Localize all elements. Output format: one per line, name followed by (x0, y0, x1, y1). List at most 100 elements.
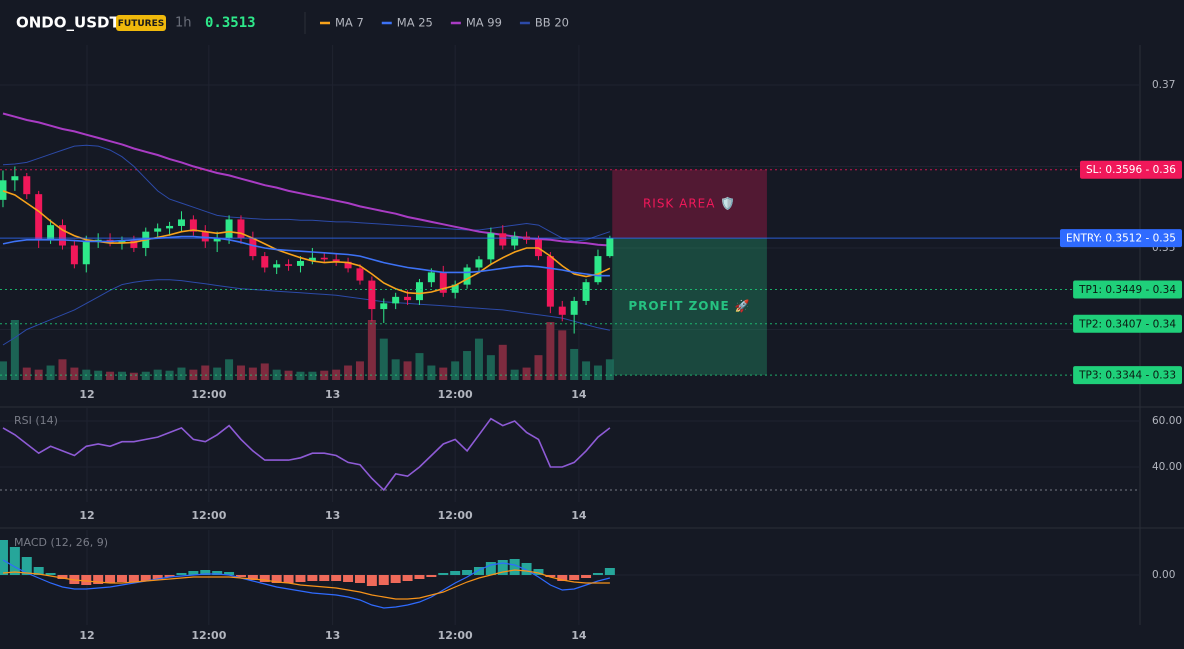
volume-bar (141, 371, 150, 380)
zone-label: PROFIT ZONE 🚀 (628, 299, 751, 313)
volume-bar (439, 367, 448, 380)
volume-bar (427, 365, 436, 380)
volume-bar (0, 361, 7, 380)
legend-label: MA 99 (466, 16, 502, 30)
macd-hist (497, 560, 508, 575)
level-label: ENTRY: 0.3512 - 0.35 (1066, 233, 1176, 245)
candle-body (296, 260, 304, 266)
candle-body (82, 241, 90, 265)
volume-bar (320, 370, 329, 380)
x-tick-label: 13 (325, 388, 340, 401)
macd-hist (164, 575, 175, 577)
volume-bar (284, 370, 293, 380)
candle-body (285, 264, 293, 266)
candle-body (487, 233, 495, 260)
macd-hist (0, 540, 8, 575)
volume-bar (367, 320, 376, 380)
volume-bar (593, 365, 602, 380)
candle-body (201, 231, 209, 242)
volume-bar (165, 370, 174, 380)
macd-hist (235, 575, 246, 577)
volume-bar (510, 369, 519, 380)
volume-bar (415, 353, 424, 380)
candle-body (35, 194, 43, 240)
candle-body (47, 225, 55, 240)
x-tick-label: 12:00 (191, 509, 226, 522)
interval: 1h (175, 16, 192, 31)
level-label-bg (1073, 366, 1182, 385)
candle-body (332, 259, 340, 262)
badge: FUTURES (118, 19, 164, 29)
candle-body (0, 180, 7, 200)
volume-bar (605, 359, 614, 380)
volume-bar (213, 367, 222, 380)
volume-bar (344, 365, 353, 380)
level-label-bg (1059, 229, 1182, 248)
candle-body (594, 256, 602, 283)
x-tick-label: 12:00 (191, 388, 226, 401)
macd-hist (307, 575, 318, 581)
volume-bar (153, 369, 162, 380)
volume-bar (451, 361, 460, 380)
ma-line (2, 112, 610, 247)
symbol: ONDO_USDT (16, 14, 120, 32)
zone-label: RISK AREA 🛡️ (643, 196, 736, 210)
x-tick-label: 12 (79, 388, 94, 401)
volume-bar (117, 371, 126, 380)
candle-body (356, 268, 364, 281)
macd-hist (212, 571, 223, 575)
volume-bar (10, 320, 19, 380)
macd-hist (9, 547, 20, 575)
candle-body (58, 225, 66, 246)
macd-hist (247, 575, 258, 580)
volume-bar (570, 348, 579, 380)
x-tick-label: 14 (571, 629, 587, 642)
macd-hist (414, 575, 425, 579)
macd-hist (188, 571, 199, 575)
macd-hist (604, 568, 615, 575)
volume-bar (177, 367, 186, 380)
macd-hist (557, 575, 568, 581)
candle-body (11, 176, 19, 181)
candle-body (273, 264, 281, 268)
macd-hist (295, 575, 306, 582)
macd-hist (105, 575, 116, 583)
macd-hist (592, 573, 603, 575)
macd-hist (21, 557, 32, 575)
panel-title: MACD (12, 26, 9) (14, 536, 108, 549)
volume-bar (391, 359, 400, 380)
macd-line (2, 559, 611, 609)
candle-body (439, 272, 447, 293)
candle-body (427, 272, 435, 283)
macd-hist (521, 563, 532, 575)
y-tick-label: 0.00 (1152, 569, 1175, 581)
macd-hist (438, 573, 449, 575)
level-label: SL: 0.3596 - 0.36 (1086, 164, 1176, 176)
x-tick-label: 13 (325, 629, 340, 642)
candle-body (23, 176, 31, 195)
candle-body (415, 282, 423, 301)
level-label-bg (1080, 160, 1182, 179)
x-tick-label: 12:00 (191, 629, 226, 642)
candle-body (558, 306, 566, 315)
candle-body (392, 296, 400, 304)
bb-lower (2, 279, 611, 346)
candle-body (261, 256, 269, 268)
legend-label: MA 7 (335, 16, 364, 30)
candle-body (154, 228, 162, 232)
bb-upper (2, 144, 611, 242)
macd-hist (426, 575, 437, 577)
volume-bar (498, 344, 507, 380)
candle-body (451, 284, 459, 293)
candle-body (499, 233, 507, 246)
volume-bar (236, 365, 245, 380)
candle-body (582, 282, 590, 301)
badge-bg (116, 15, 166, 31)
volume-bar (70, 367, 79, 380)
macd-hist (283, 575, 294, 583)
volume-bar (189, 369, 198, 380)
legend-label: BB 20 (535, 16, 569, 30)
x-tick-label: 12:00 (438, 388, 473, 401)
macd-hist (152, 575, 163, 579)
